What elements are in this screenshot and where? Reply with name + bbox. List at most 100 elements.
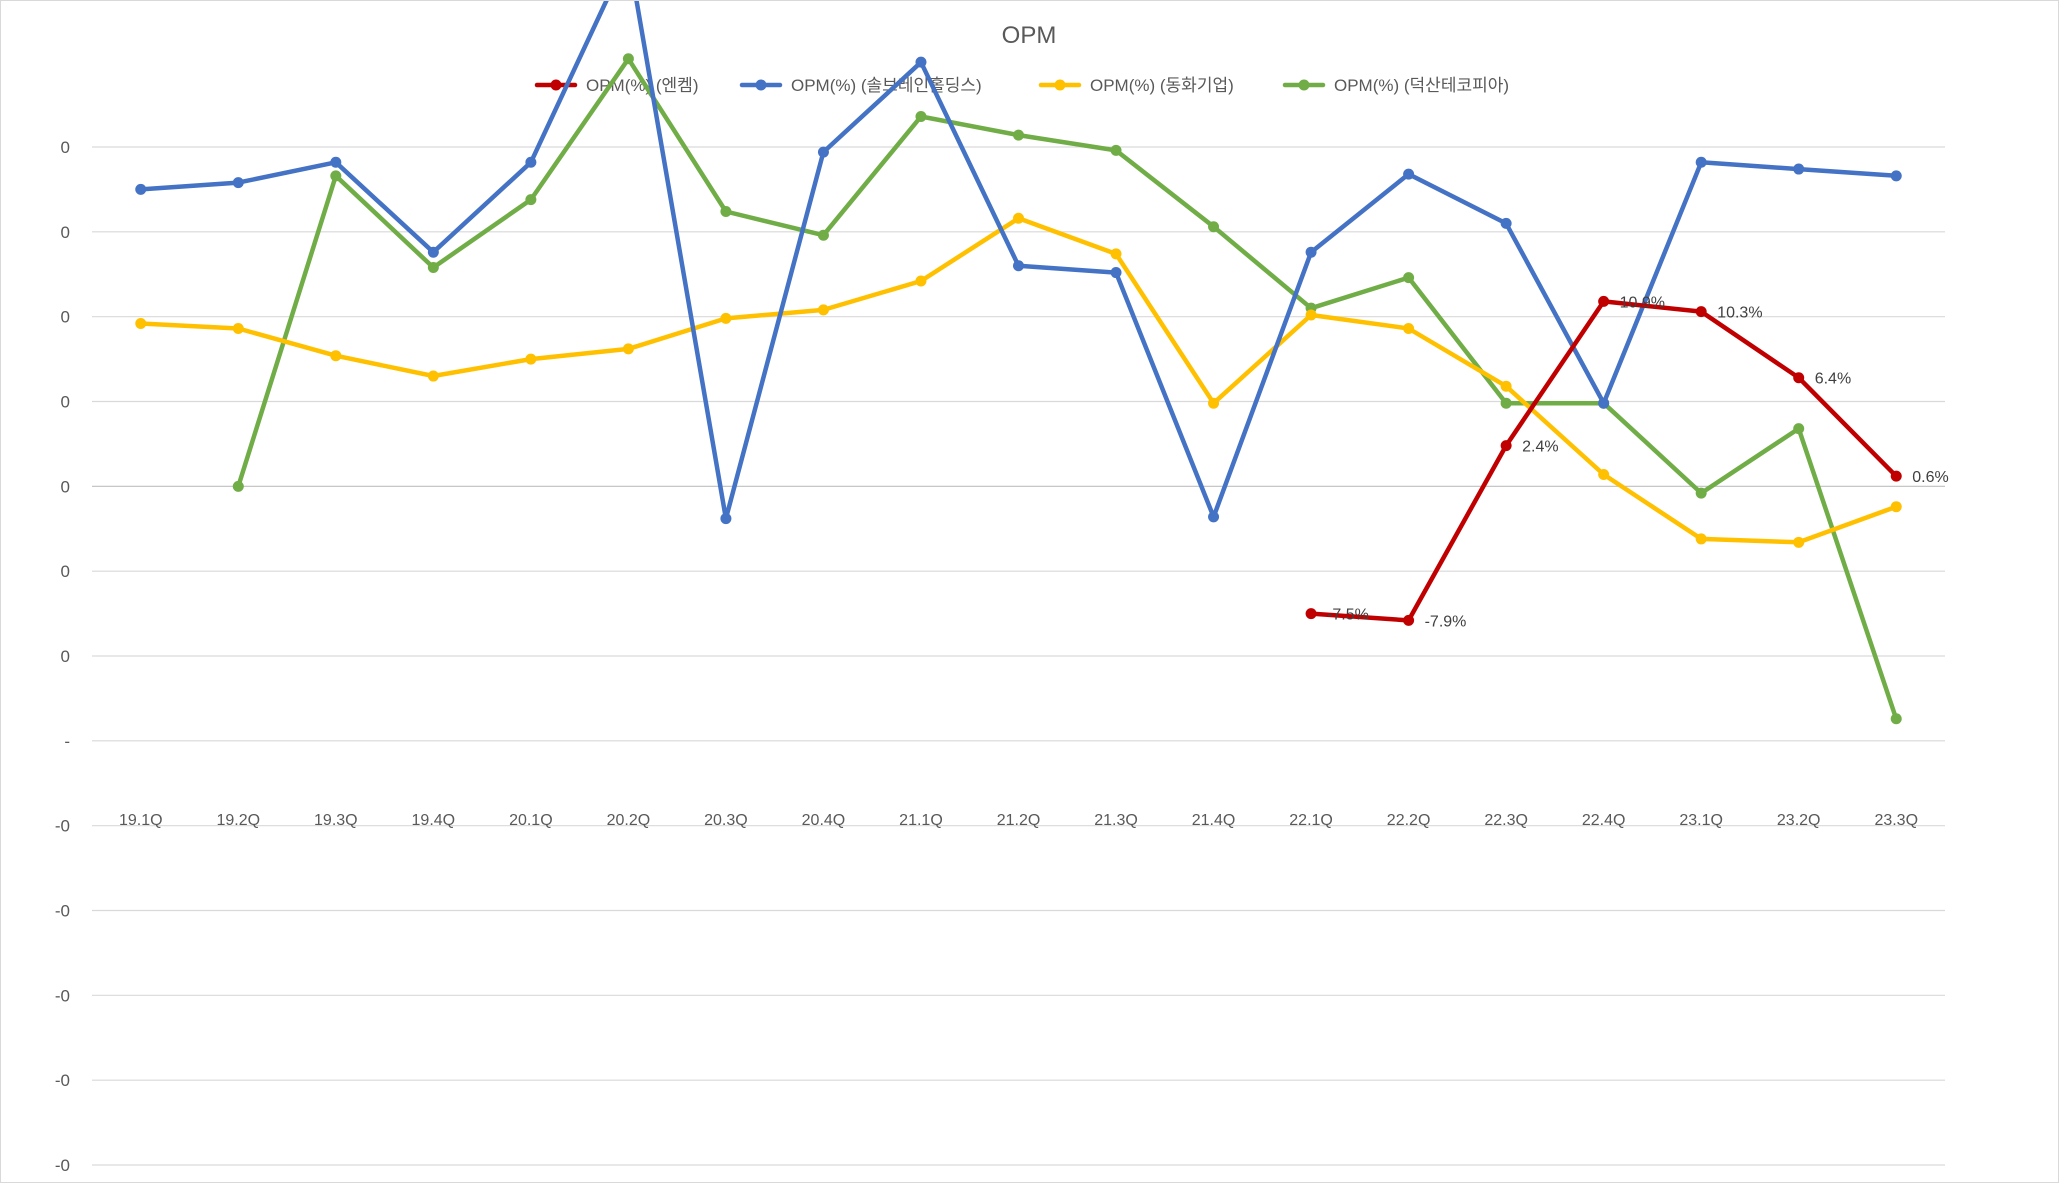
data-point [720, 513, 732, 525]
x-tick-label: 20.2Q [607, 812, 651, 829]
data-point [1305, 309, 1317, 321]
legend-marker [550, 79, 562, 91]
x-tick-label: 20.3Q [704, 812, 748, 829]
data-point [1500, 397, 1512, 409]
legend-item: OPM(%) (동화기업) [1038, 76, 1234, 95]
data-point [1793, 423, 1805, 435]
x-tick-label: 22.3Q [1484, 812, 1528, 829]
data-label: 10.3% [1717, 305, 1762, 322]
data-point [1500, 440, 1512, 452]
series-line [236, 56, 1899, 722]
data-point [1793, 372, 1805, 384]
data-point [915, 110, 927, 122]
y-tick-label: - [64, 732, 70, 751]
data-label: 0.6% [1912, 469, 1948, 486]
y-tick-label: -0 [55, 902, 70, 921]
data-label: 2.4% [1522, 439, 1558, 456]
y-tick-label: 0 [61, 308, 70, 327]
x-tick-label: 19.4Q [412, 812, 456, 829]
data-point [817, 304, 829, 316]
data-point [1110, 144, 1122, 156]
data-point [1890, 713, 1902, 725]
x-tick-label: 21.4Q [1192, 812, 1236, 829]
y-tick-label: 0 [61, 138, 70, 157]
data-point [1013, 260, 1024, 272]
data-point [1793, 163, 1805, 175]
y-axis: 0 0 0 0 0 0 0 - -0 -0 -0 -0 -0 [55, 138, 70, 1175]
data-label: -7.5% [1327, 607, 1369, 624]
data-point [1013, 212, 1024, 224]
series-2 [135, 212, 1902, 548]
data-label: 10.9% [1620, 294, 1665, 311]
data-point [1403, 614, 1415, 626]
series-0 [1305, 295, 1902, 626]
data-point [330, 156, 342, 168]
x-axis: 19.1Q 19.2Q 19.3Q 19.4Q 20.1Q 20.2Q 20.3Q 20.4Q… [119, 812, 1918, 829]
data-labels: -7.5% -7.9% 2.4% 10.9% 10.3% 6.4% 0.6% [1327, 294, 1949, 630]
series-3 [232, 53, 1902, 725]
data-point [1305, 608, 1317, 620]
data-point [817, 146, 829, 158]
y-tick-label: 0 [61, 223, 70, 242]
data-point [1695, 156, 1707, 168]
data-point [1890, 501, 1902, 513]
x-tick-label: 23.1Q [1679, 812, 1723, 829]
data-point [1403, 272, 1415, 284]
data-point [1793, 536, 1805, 548]
data-point [1500, 217, 1512, 229]
x-tick-label: 21.3Q [1094, 812, 1138, 829]
legend-marker [755, 79, 767, 91]
data-point [1890, 170, 1902, 182]
data-label: 6.4% [1815, 371, 1851, 388]
data-point [525, 353, 537, 365]
x-tick-label: 22.2Q [1387, 812, 1431, 829]
x-tick-label: 23.2Q [1777, 812, 1821, 829]
data-point [1695, 533, 1707, 545]
data-point [427, 370, 439, 382]
data-point [1208, 221, 1220, 233]
data-point [1598, 468, 1610, 480]
data-point [817, 229, 829, 241]
data-point [1110, 248, 1122, 260]
data-point [1305, 246, 1317, 258]
y-tick-label: 0 [61, 647, 70, 666]
data-point [135, 317, 147, 329]
data-point [1695, 487, 1707, 499]
data-point [525, 194, 537, 206]
legend-label: OPM(%) (동화기업) [1090, 76, 1234, 95]
data-point [1013, 129, 1024, 141]
data-point [1403, 168, 1415, 180]
data-point [1890, 470, 1902, 482]
series-1 [135, 0, 1902, 525]
legend-label: OPM(%) (덕산테코피아) [1334, 76, 1509, 95]
x-tick-label: 20.4Q [802, 812, 846, 829]
plot-area [135, 0, 1902, 725]
data-point [1695, 306, 1707, 318]
x-tick-label: 22.1Q [1289, 812, 1333, 829]
legend-marker [1054, 79, 1066, 91]
data-label: -7.9% [1425, 613, 1467, 630]
x-tick-label: 21.1Q [899, 812, 943, 829]
gridlines [92, 146, 1945, 1166]
data-point [915, 275, 927, 287]
data-point [1500, 380, 1512, 392]
y-tick-label: -0 [55, 817, 70, 836]
data-point [525, 156, 537, 168]
data-point [1598, 397, 1610, 409]
data-point [1598, 295, 1610, 307]
data-point [135, 183, 147, 195]
data-point [330, 170, 342, 182]
legend-item: OPM(%) (덕산테코피아) [1282, 76, 1509, 95]
y-tick-label: -0 [55, 1071, 70, 1090]
data-point [1110, 267, 1122, 279]
x-tick-label: 19.2Q [216, 812, 260, 829]
data-point [622, 343, 634, 355]
data-point [232, 177, 244, 189]
y-tick-label: 0 [61, 477, 70, 496]
data-point [232, 323, 244, 335]
data-point [1208, 397, 1220, 409]
y-tick-label: -0 [55, 1156, 70, 1175]
legend-marker [1298, 79, 1310, 91]
x-tick-label: 23.3Q [1874, 812, 1918, 829]
